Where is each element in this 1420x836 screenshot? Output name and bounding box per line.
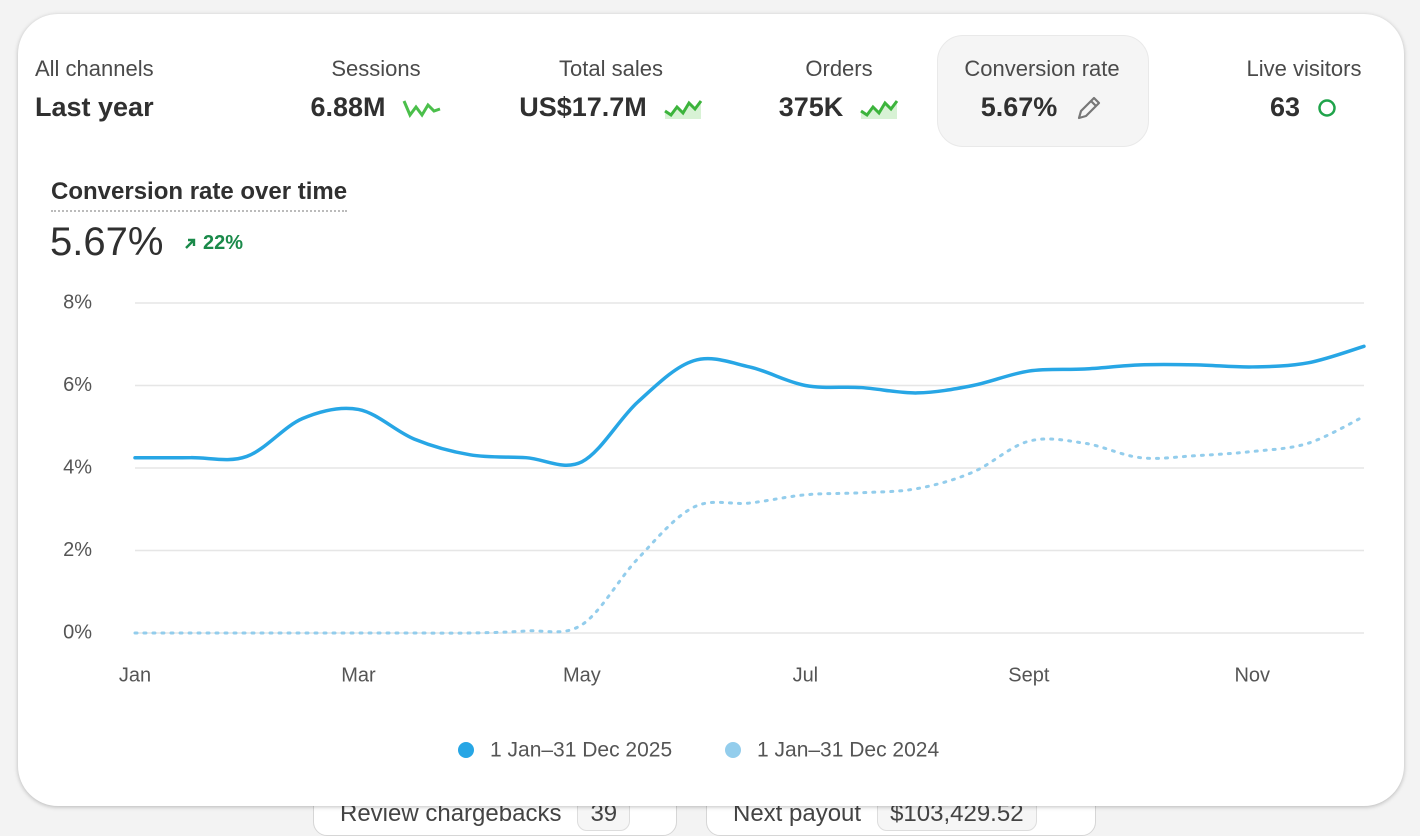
x-tick-label: Mar xyxy=(341,664,376,686)
series-line xyxy=(133,414,1366,635)
y-tick-label: 0% xyxy=(63,621,92,643)
y-tick-label: 6% xyxy=(63,374,92,396)
selected-metric-bg xyxy=(937,35,1149,147)
y-tick-label: 4% xyxy=(63,456,92,478)
y-tick-label: 8% xyxy=(63,291,92,313)
sparkline xyxy=(402,99,440,118)
up-arrow xyxy=(185,238,196,249)
metric-conversion[interactable]: Conversion rate 5.67% xyxy=(937,56,1147,123)
legend-label: 1 Jan–31 Dec 2025 xyxy=(490,739,672,762)
metric-value: 5.67% xyxy=(980,92,1058,122)
metric-sales[interactable]: Total sales US$17.7M xyxy=(506,56,716,123)
metric-value: 375K xyxy=(778,92,844,122)
metric-live[interactable]: Live visitors 63 xyxy=(1226,56,1382,123)
analytics-card xyxy=(18,14,1404,806)
summary-change: 22% xyxy=(183,232,243,255)
metric-label: Total sales xyxy=(559,56,663,81)
metric-label: Conversion rate xyxy=(964,56,1120,81)
channel-selector[interactable]: All channels Last year xyxy=(35,56,154,123)
change-value: 22% xyxy=(203,232,244,254)
sparkline xyxy=(663,99,702,119)
metric-label: Live visitors xyxy=(1246,56,1362,81)
x-tick-label: Nov xyxy=(1234,664,1270,686)
legend-label: 1 Jan–31 Dec 2024 xyxy=(757,739,939,762)
metric-value: 63 xyxy=(1269,92,1301,122)
edit-icon[interactable] xyxy=(1073,94,1103,122)
sparkline xyxy=(860,99,899,119)
series-line xyxy=(133,344,1366,467)
x-tick-label: Jul xyxy=(793,664,819,686)
legend-swatch xyxy=(725,742,741,758)
x-tick-label: May xyxy=(563,664,601,686)
metric-sessions[interactable]: Sessions 6.88M xyxy=(296,56,456,123)
live-indicator xyxy=(1318,98,1336,117)
period-label: Last year xyxy=(35,92,154,122)
summary-value: 5.67% xyxy=(50,220,164,264)
y-tick-label: 2% xyxy=(63,539,92,561)
metric-label: Sessions xyxy=(331,56,421,81)
chart-title: Conversion rate over time xyxy=(51,178,348,212)
metric-value: 6.88M xyxy=(310,92,386,122)
metric-orders[interactable]: Orders 375K xyxy=(764,56,914,123)
x-tick-label: Sept xyxy=(1008,664,1050,686)
legend-swatch xyxy=(458,742,474,758)
metric-value: US$17.7M xyxy=(519,92,647,122)
metric-label: Orders xyxy=(805,56,873,81)
channel-label: All channels xyxy=(35,56,154,81)
x-tick-label: Jan xyxy=(119,664,151,686)
